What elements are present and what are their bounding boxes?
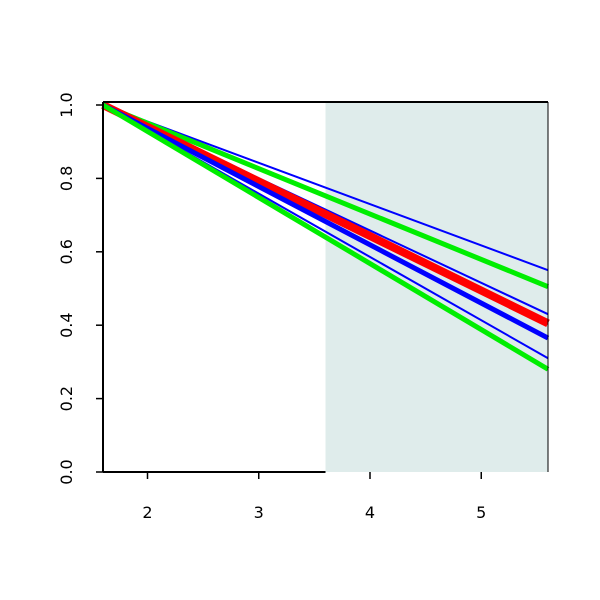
lines-layer — [101, 101, 550, 372]
shade-layer — [325, 102, 548, 472]
y-tick-label: 1.0 — [57, 92, 76, 117]
series-line — [101, 102, 550, 341]
shaded-region — [325, 102, 548, 472]
x-tick-label: 4 — [365, 503, 375, 522]
x-tick-label: 3 — [254, 503, 264, 522]
series-line — [102, 104, 549, 272]
y-tick-label: 0.6 — [57, 239, 76, 264]
y-tick-label: 0.4 — [57, 312, 76, 337]
y-tick-label: 0.0 — [57, 459, 76, 484]
axes-layer: 2 3 4 5 0.0 0.2 0.4 0.6 0.8 1.0 — [57, 92, 549, 522]
series-line — [101, 102, 550, 372]
y-tick-label: 0.8 — [57, 166, 76, 191]
x-tick-label: 2 — [142, 503, 152, 522]
x-tick-label: 5 — [476, 503, 486, 522]
y-tick-label: 0.2 — [57, 386, 76, 411]
series-line — [102, 102, 549, 289]
